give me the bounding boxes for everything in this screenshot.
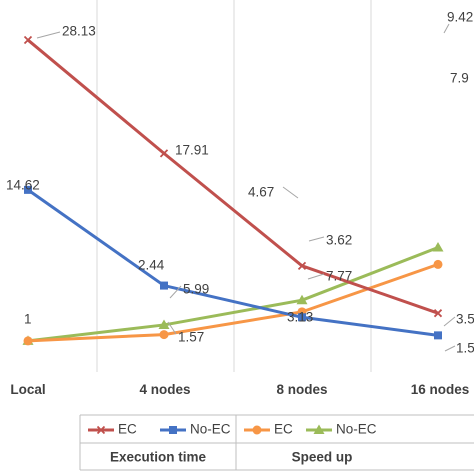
data-label-s0-1: 17.91	[175, 143, 209, 158]
data-label-s1-0: 14.62	[6, 178, 40, 193]
series-line-1	[27, 188, 439, 337]
data-label-s3-1: 2.44	[138, 258, 165, 273]
data-label-s0-2: 7.77	[326, 269, 352, 284]
legend-label-1: No-EC	[190, 422, 231, 437]
x-tick-label-2: 8 nodes	[276, 382, 327, 397]
data-label-s1-3: 1.5	[456, 341, 474, 356]
legend: EC No-EC EC No-EC Execution time Speed up	[79, 414, 474, 471]
data-label-s2-1: 1.57	[178, 330, 204, 345]
data-point-s3-3	[432, 242, 444, 252]
data-labels: 28.13 17.91 7.77 3.5 14.62 5.99 3.13 1.5 1.57 3.6…	[6, 10, 474, 356]
x-tick-label-3: 16 nodes	[411, 382, 470, 397]
data-point-s3-1	[158, 319, 170, 329]
data-point-s2-0	[23, 336, 33, 346]
data-point-s0-2	[297, 261, 307, 270]
x-axis: Local 4 nodes 8 nodes 16 nodes	[10, 382, 469, 397]
legend-marker	[96, 425, 106, 435]
data-point-s1-3	[434, 331, 442, 340]
leader-line-s0-0	[36, 31, 61, 39]
data-point-s2-1	[159, 330, 169, 340]
leader-line-s0-2	[307, 273, 325, 280]
data-label-s3-0: 1	[24, 312, 32, 327]
leader-line-s3-3	[443, 23, 450, 34]
leader-line-s1-3	[444, 345, 456, 352]
data-point-s0-0	[23, 35, 33, 45]
leader-line-s1-1	[169, 285, 182, 299]
legend-label-0: EC	[118, 422, 137, 437]
legend-label-3: No-EC	[336, 422, 377, 437]
series-line-0	[27, 38, 439, 315]
data-label-s1-1: 5.99	[183, 282, 209, 297]
data-label-s0-0: 28.13	[62, 24, 96, 39]
data-label-s1-2: 3.13	[287, 310, 313, 325]
x-tick-label-1: 4 nodes	[139, 382, 190, 397]
legend-marker	[313, 424, 325, 434]
leader-line-s2-1	[167, 321, 177, 335]
data-label-s3-3: 9.42	[447, 10, 473, 25]
legend-item-1: No-EC	[160, 422, 231, 437]
series-1	[24, 185, 442, 340]
legend-marker	[169, 426, 177, 434]
legend-item-3: No-EC	[306, 422, 377, 437]
x-tick-label-0: Local	[10, 382, 45, 397]
data-point-s1-0	[24, 185, 32, 194]
data-label-s2-2: 3.62	[326, 233, 352, 248]
series-0	[23, 35, 443, 318]
data-point-s0-1	[159, 149, 169, 158]
data-point-s1-1	[160, 281, 168, 290]
data-label-s2-3: 7.9	[450, 71, 469, 86]
leader-line-s2-2	[308, 236, 325, 242]
data-point-s3-2	[296, 294, 308, 305]
legend-marker	[252, 425, 262, 435]
legend-group-label-0: Execution time	[110, 450, 207, 465]
data-point-s0-3	[433, 309, 443, 318]
data-label-s0-3: 3.5	[456, 312, 474, 327]
leader-line-s3-2	[282, 186, 299, 199]
legend-label-2: EC	[274, 422, 293, 437]
grid-lines	[96, 0, 372, 372]
series-lines	[22, 35, 444, 346]
data-point-s2-3	[433, 259, 443, 269]
data-label-s3-2: 4.67	[248, 185, 274, 200]
data-point-s1-2	[298, 313, 306, 322]
legend-group-label-1: Speed up	[292, 450, 353, 465]
series-line-3	[27, 246, 439, 343]
leader-line-s0-3	[443, 316, 456, 327]
legend-item-0: EC	[88, 422, 137, 437]
legend-item-2: EC	[244, 422, 293, 437]
